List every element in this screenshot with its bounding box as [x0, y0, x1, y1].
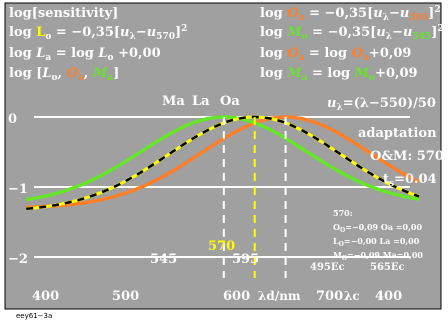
marker-label-545: 545	[150, 252, 177, 267]
header-right-line4: log Ma = log Mo+0,09	[260, 66, 418, 83]
curves	[25, 115, 420, 211]
table-title: 570:	[333, 208, 353, 218]
x-axis-label: λd/nm	[258, 289, 301, 303]
x-axis-label-lambda-c: λc	[344, 289, 360, 303]
marker-label-595: 595	[232, 252, 259, 267]
top-marker-la: La	[192, 94, 210, 109]
header-left-line1: log[sensitivity]	[9, 6, 118, 21]
header-left-line3: log La = log Lo +0,00	[9, 46, 161, 63]
header-right-line3: log Oa = log Oo+0,09	[260, 46, 411, 63]
header-right-line1: log Oo = −0,35[uλ−u595]2	[260, 5, 441, 23]
info-model: O&M: 570	[370, 149, 444, 164]
header-left-line2: log Lo = −0,35[uλ−u570]2	[9, 24, 187, 42]
series-line-1	[25, 115, 420, 202]
series-line-0	[26, 115, 420, 209]
y-tick-minus1: −1	[8, 182, 28, 197]
x-tick-right-400: 400	[375, 289, 402, 304]
header-left-line4: log [Lo, Oa, Ma]	[9, 66, 119, 83]
top-marker-oa: Oa	[220, 94, 240, 109]
x-tick-500: 500	[112, 289, 139, 304]
info-adaptation: adaptation	[358, 126, 437, 141]
y-tick-minus2: −2	[8, 252, 28, 267]
table-row1: OO=−0,09 Oa =0,00	[333, 222, 422, 234]
table-row2: LO=−0,00 La =0,00	[333, 236, 420, 248]
top-marker-ma: Ma	[162, 94, 185, 109]
series-line-3	[26, 115, 420, 211]
header-right-line5: uλ=(λ−550)/50	[327, 96, 436, 113]
x-tick-700: 700	[316, 289, 343, 304]
x-tick-400: 400	[32, 289, 59, 304]
x-tick-600: 600	[223, 289, 250, 304]
ec-label-495: 495Ec	[310, 262, 345, 273]
marker-label-570: 570	[208, 239, 235, 254]
y-tick-0: 0	[8, 112, 17, 127]
table-row3: MO=−0,09 Ma=0,00	[333, 250, 423, 262]
info-ts: ts=0.04	[383, 172, 437, 189]
footer-label: eey61−3a	[16, 312, 52, 320]
ec-label-565: 565Ec	[370, 262, 405, 273]
